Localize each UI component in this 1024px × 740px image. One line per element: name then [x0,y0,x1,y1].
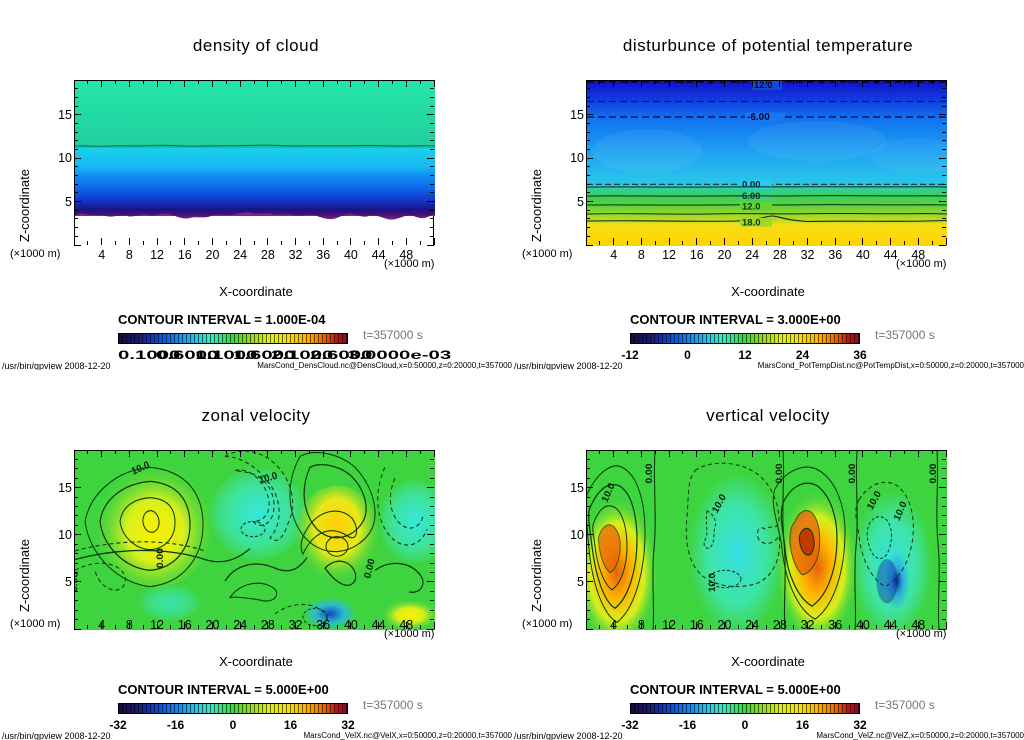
svg-text:-6.00: -6.00 [747,112,770,123]
svg-text:10.0: 10.0 [707,573,717,592]
svg-text:18.0: 18.0 [742,218,761,229]
svg-text:12.0: 12.0 [754,81,773,91]
svg-text:0.00: 0.00 [742,180,761,191]
svg-text:0.00: 0.00 [847,463,858,484]
svg-text:0.00: 0.00 [155,548,166,569]
svg-text:0.00: 0.00 [774,463,785,484]
svg-text:6.00: 6.00 [742,191,761,202]
svg-text:12.0: 12.0 [742,202,761,213]
svg-text:0.00: 0.00 [644,463,655,484]
svg-text:0.00: 0.00 [928,463,939,484]
